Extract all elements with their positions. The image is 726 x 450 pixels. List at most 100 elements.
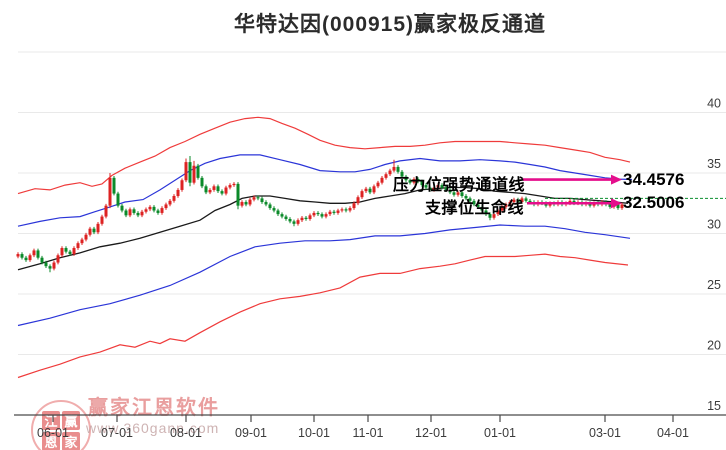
candle-down [136,212,140,216]
svg-text:30: 30 [707,218,721,232]
candle-down [516,199,520,203]
candle-up [392,166,396,171]
candle-down [344,209,348,211]
candle-down [64,248,68,252]
svg-text:20: 20 [707,339,721,353]
candle-up [72,248,76,255]
candle-down [488,214,492,218]
candle-down [264,202,268,205]
watermark-brand-text: 赢家江恩软件 [88,397,220,419]
candle-down [276,210,280,215]
candle-up [168,200,172,205]
candle-up [340,209,344,211]
candle-down [196,165,200,178]
candle-up [52,262,56,269]
candle-up [228,185,232,188]
candle-down [332,211,336,213]
candle-up [380,177,384,183]
candle-down [216,186,220,192]
x-axis-label: 12-01 [415,426,447,440]
candle-up [176,189,180,196]
candle-up [212,186,216,190]
logo-char: 江 [42,411,60,430]
candle-down [452,192,456,195]
chart-title: 华特达因(000915)赢家极反通道 [233,13,547,36]
candle-down [464,195,468,199]
candle-down [292,221,296,224]
candle-down [420,181,424,186]
candle-down [268,204,272,209]
candle-up [172,195,176,201]
candle-down [132,209,136,213]
candle-down [20,254,24,258]
candle-down [460,192,464,196]
candle-down [476,204,480,207]
logo-char: 恩 [42,432,60,450]
candle-up [96,223,100,233]
channel-lines [17,116,633,379]
candle-up [104,205,108,217]
candle-down [484,210,488,215]
candle-down [260,198,264,203]
svg-text:25: 25 [707,278,721,292]
support-annotation-value: 32.5006 [623,193,685,212]
candle-down [468,198,472,201]
candle-down [524,198,528,201]
support-annotation-label: 支撑位生命线 [425,200,525,217]
candle-down [256,197,260,199]
candle-up [240,202,244,206]
candle-down [400,171,404,177]
candle-up [28,255,32,261]
y-axis-labels: 40 35 30 25 20 15 [707,97,721,414]
candle-down [44,262,48,267]
candle-up [80,239,84,244]
candle-up [360,191,364,198]
candle-down [472,200,476,205]
resistance-annotation-value: 34.4576 [623,170,685,189]
candle-up [84,234,88,240]
logo-char: 赢 [62,411,80,430]
candle-down [68,251,72,255]
x-axis-label: 03-01 [589,426,621,440]
candle-down [320,214,324,217]
candle-up [500,206,504,211]
candle-up [144,209,148,212]
candle-down [24,257,28,261]
upper-red-line [17,116,631,195]
svg-text:40: 40 [707,97,721,111]
candle-up [348,208,352,211]
candle-up [128,209,132,216]
candle-up [148,206,152,210]
candle-down [368,188,372,193]
candle-down [396,166,400,172]
logo-char: 家 [62,432,80,450]
life-black-line [17,186,629,271]
candle-down [188,162,192,183]
candle-down [428,187,432,190]
brand-logo: 江 赢 恩 家 [31,400,91,450]
support-arrow-head [611,198,622,209]
candle-up [508,202,512,205]
candle-up [184,162,188,181]
candle-down [280,214,284,217]
candle-up [436,185,440,188]
candle-down [480,206,484,211]
x-axis: 06-01 07-01 08-01 09-01 10-01 11-01 12-01 01-01… [14,414,726,440]
candle-down [236,183,240,206]
candle-down [48,266,52,269]
candle-up [300,217,304,221]
candle-up [164,204,168,209]
candle-up [60,248,64,256]
candle-down [112,177,116,194]
candle-up [356,197,360,204]
resistance-arrow-head [611,174,622,185]
x-axis-label: 04-01 [657,426,689,440]
candle-up [496,210,500,215]
candle-up [32,250,36,256]
candle-up [312,212,316,216]
candle-down [124,210,128,216]
candle-up [324,214,328,217]
x-axis-label: 10-01 [298,426,330,440]
